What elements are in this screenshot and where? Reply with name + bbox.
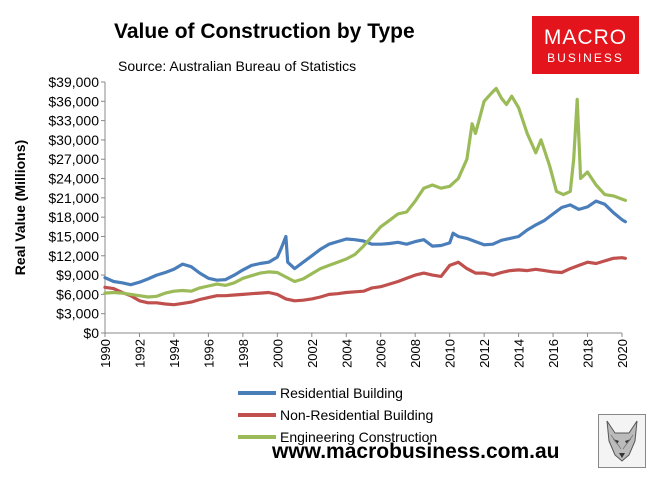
y-tick-label: $30,000 xyxy=(48,132,99,148)
y-tick-label: $18,000 xyxy=(48,209,99,225)
x-tick-label: 1998 xyxy=(236,339,251,368)
logo-text-top: MACRO xyxy=(543,26,628,49)
website-url: www.macrobusiness.com.au xyxy=(272,440,560,463)
macrobusiness-logo: MACRO BUSINESS xyxy=(532,16,639,74)
y-tick-label: $24,000 xyxy=(48,171,99,187)
series-line-non-residential-building xyxy=(103,256,627,307)
legend-swatch xyxy=(238,435,276,439)
x-tick-label: 2004 xyxy=(339,339,354,368)
chart-legend: Residential Building Non-Residential Buil… xyxy=(238,382,437,448)
y-tick-label: $21,000 xyxy=(48,190,99,206)
chart-subtitle: Source: Australian Bureau of Statistics xyxy=(118,58,357,74)
y-tick-label: $9,000 xyxy=(56,267,99,283)
y-tick-label: $0 xyxy=(83,325,99,341)
x-tick-label: 2008 xyxy=(408,339,423,368)
x-tick-label: 2012 xyxy=(477,339,492,368)
y-tick-label: $3,000 xyxy=(56,306,99,322)
x-tick-label: 2018 xyxy=(581,339,596,368)
y-axis-label: Real Value (Millions) xyxy=(12,140,28,275)
x-tick-label: 2006 xyxy=(374,339,389,368)
x-tick-label: 1994 xyxy=(167,339,182,368)
logo-text-bottom: BUSINESS xyxy=(547,51,624,65)
y-tick-label: $27,000 xyxy=(48,151,99,167)
legend-swatch xyxy=(238,413,276,417)
x-tick-label: 2016 xyxy=(546,339,561,368)
legend-label: Residential Building xyxy=(280,385,403,401)
legend-swatch xyxy=(238,391,276,395)
y-tick-label: $36,000 xyxy=(48,93,99,109)
series-line-residential-building xyxy=(103,199,627,287)
x-tick-label: 2010 xyxy=(443,339,458,368)
legend-item: Engineering Construction xyxy=(238,426,437,448)
y-tick-label: $33,000 xyxy=(48,113,99,129)
x-tick-label: 1990 xyxy=(98,339,113,368)
x-tick-label: 1996 xyxy=(201,339,216,368)
x-tick-label: 2014 xyxy=(512,339,527,368)
x-tick-label: 2002 xyxy=(305,339,320,368)
legend-item: Non-Residential Building xyxy=(238,404,437,426)
wolf-head-icon xyxy=(598,414,646,468)
chart-title: Value of Construction by Type xyxy=(114,20,415,43)
series-line-engineering-construction xyxy=(103,86,627,299)
legend-item: Residential Building xyxy=(238,382,437,404)
x-tick-label: 2000 xyxy=(270,339,285,368)
x-tick-label: 2020 xyxy=(615,339,630,368)
legend-label: Non-Residential Building xyxy=(280,407,434,423)
x-tick-label: 1992 xyxy=(132,339,147,368)
y-tick-label: $15,000 xyxy=(48,228,99,244)
y-tick-label: $39,000 xyxy=(48,74,99,90)
y-tick-label: $12,000 xyxy=(48,248,99,264)
y-tick-label: $6,000 xyxy=(56,286,99,302)
legend-label: Engineering Construction xyxy=(280,429,438,445)
